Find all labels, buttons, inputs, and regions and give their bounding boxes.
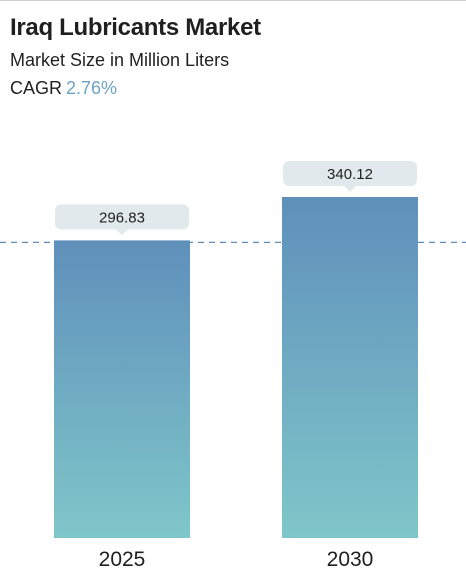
cagr-label: CAGR (10, 78, 63, 98)
chart-header: Iraq Lubricants Market Market Size in Mi… (10, 12, 261, 100)
chart-subtitle: Market Size in Million Liters (10, 50, 230, 70)
bar-2030 (282, 197, 418, 538)
x-tick-label-2025: 2025 (99, 548, 146, 571)
data-label-bg-2025 (55, 204, 189, 230)
plot-area: 296.83 2025 340.12 2030 (0, 161, 466, 571)
cagr-line: CAGR 2.76% (10, 76, 261, 100)
data-label-pointer-2030 (344, 186, 356, 192)
data-label-pointer-2025 (116, 229, 128, 236)
data-label-2025: 296.83 (99, 209, 145, 226)
data-label-bg-2030 (283, 161, 417, 186)
bar-2025 (54, 240, 190, 538)
cagr-value: 2.76% (66, 78, 118, 98)
top-border (0, 0, 466, 1)
chart-title: Iraq Lubricants Market (10, 14, 261, 41)
x-tick-label-2030: 2030 (327, 548, 374, 571)
data-label-2030: 340.12 (327, 166, 373, 183)
